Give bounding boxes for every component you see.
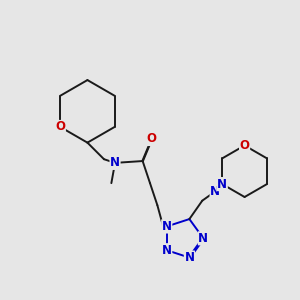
Text: N: N: [162, 244, 172, 257]
Text: O: O: [240, 139, 250, 152]
Text: N: N: [210, 185, 220, 198]
Text: N: N: [198, 232, 208, 245]
Text: N: N: [162, 220, 172, 233]
Text: N: N: [110, 156, 120, 170]
Text: N: N: [217, 178, 227, 190]
Text: N: N: [184, 251, 194, 264]
Text: O: O: [147, 133, 157, 146]
Text: O: O: [55, 121, 65, 134]
